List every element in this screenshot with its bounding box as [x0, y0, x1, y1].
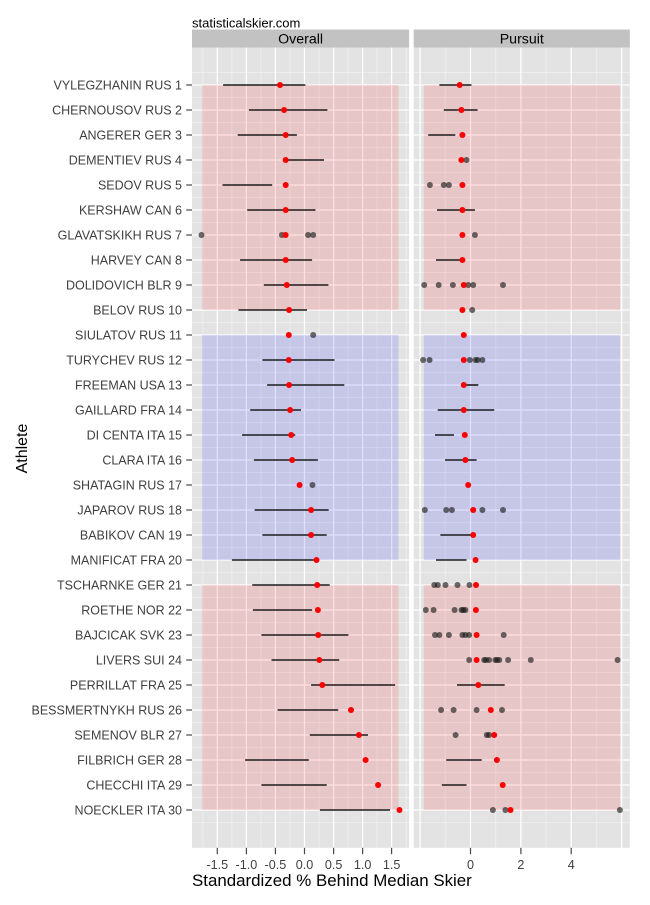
svg-text:0.0: 0.0 — [296, 858, 314, 872]
svg-text:1.0: 1.0 — [354, 858, 372, 872]
svg-text:TSCHARNKE GER 21: TSCHARNKE GER 21 — [57, 578, 182, 592]
svg-text:BESSMERTNYKH RUS 26: BESSMERTNYKH RUS 26 — [31, 703, 182, 717]
svg-text:-1.5: -1.5 — [206, 858, 228, 872]
svg-text:MANIFICAT FRA 20: MANIFICAT FRA 20 — [71, 553, 182, 567]
svg-text:SIULATOV RUS 11: SIULATOV RUS 11 — [75, 328, 182, 342]
svg-text:BAJCICAK SVK 23: BAJCICAK SVK 23 — [75, 628, 182, 642]
svg-text:-1.0: -1.0 — [236, 858, 258, 872]
svg-text:2: 2 — [517, 858, 524, 872]
svg-text:SHATAGIN RUS 17: SHATAGIN RUS 17 — [73, 478, 182, 492]
svg-text:DOLIDOVICH BLR 9: DOLIDOVICH BLR 9 — [66, 278, 182, 292]
svg-text:0.5: 0.5 — [325, 858, 343, 872]
svg-text:BELOV RUS 10: BELOV RUS 10 — [93, 303, 182, 317]
svg-text:Athlete: Athlete — [14, 423, 31, 473]
svg-text:CLARA ITA 16: CLARA ITA 16 — [102, 453, 182, 467]
svg-text:CHECCHI ITA 29: CHECCHI ITA 29 — [86, 778, 182, 792]
svg-text:GLAVATSKIKH RUS 7: GLAVATSKIKH RUS 7 — [58, 228, 182, 242]
svg-text:CHERNOUSOV RUS 2: CHERNOUSOV RUS 2 — [52, 103, 182, 117]
svg-text:BABIKOV CAN 19: BABIKOV CAN 19 — [80, 528, 182, 542]
svg-text:statisticalskier.com: statisticalskier.com — [192, 15, 300, 30]
svg-text:FILBRICH GER 28: FILBRICH GER 28 — [77, 753, 182, 767]
svg-text:4: 4 — [568, 858, 575, 872]
svg-text:VYLEGZHANIN RUS 1: VYLEGZHANIN RUS 1 — [53, 78, 182, 92]
svg-text:1.5: 1.5 — [383, 858, 401, 872]
svg-text:FREEMAN USA 13: FREEMAN USA 13 — [75, 378, 182, 392]
svg-text:KERSHAW CAN 6: KERSHAW CAN 6 — [79, 203, 182, 217]
svg-text:ROETHE NOR 22: ROETHE NOR 22 — [81, 603, 182, 617]
svg-text:Pursuit: Pursuit — [500, 32, 544, 48]
svg-text:SEMENOV BLR 27: SEMENOV BLR 27 — [74, 728, 182, 742]
svg-text:NOECKLER ITA 30: NOECKLER ITA 30 — [75, 803, 182, 817]
svg-text:Standardized % Behind Median S: Standardized % Behind Median Skier — [192, 871, 472, 890]
svg-text:SEDOV RUS 5: SEDOV RUS 5 — [98, 178, 182, 192]
svg-text:0: 0 — [467, 858, 474, 872]
svg-text:TURYCHEV RUS 12: TURYCHEV RUS 12 — [66, 353, 182, 367]
svg-text:GAILLARD FRA 14: GAILLARD FRA 14 — [75, 403, 182, 417]
svg-text:HARVEY CAN 8: HARVEY CAN 8 — [91, 253, 182, 267]
svg-text:LIVERS SUI 24: LIVERS SUI 24 — [96, 653, 182, 667]
svg-text:JAPAROV RUS 18: JAPAROV RUS 18 — [77, 503, 182, 517]
svg-text:DI CENTA ITA 15: DI CENTA ITA 15 — [87, 428, 182, 442]
svg-text:Overall: Overall — [278, 32, 323, 48]
svg-text:PERRILLAT FRA 25: PERRILLAT FRA 25 — [70, 678, 182, 692]
svg-text:DEMENTIEV RUS 4: DEMENTIEV RUS 4 — [69, 153, 182, 167]
svg-text:ANGERER GER 3: ANGERER GER 3 — [79, 128, 182, 142]
svg-text:-0.5: -0.5 — [265, 858, 287, 872]
